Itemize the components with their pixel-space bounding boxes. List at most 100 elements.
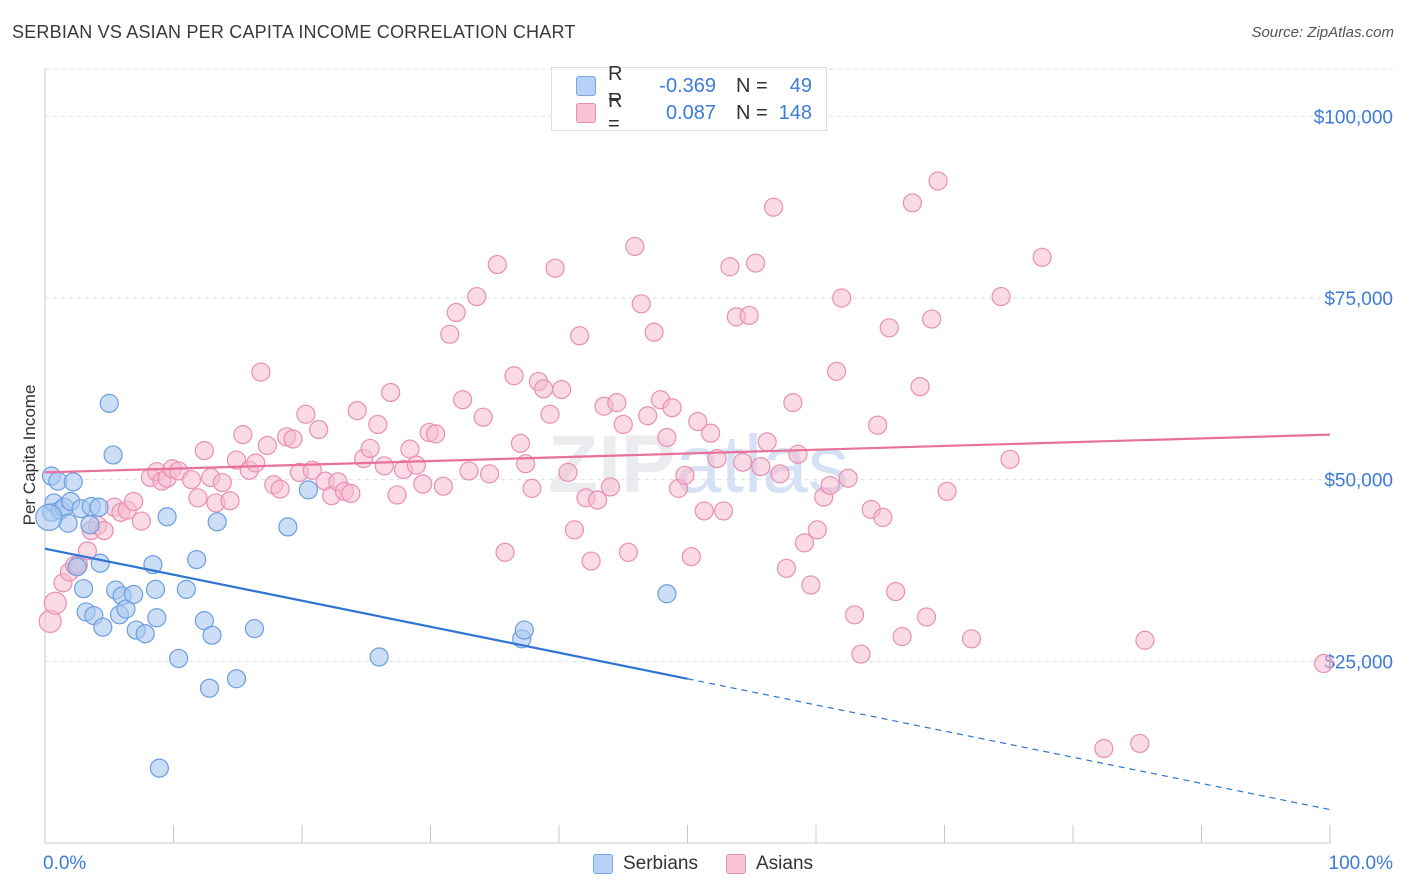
asian-point — [770, 464, 790, 484]
asian-point — [991, 286, 1011, 307]
asian-point — [1094, 738, 1114, 759]
serbian-point — [35, 503, 63, 532]
asian-point — [688, 411, 708, 432]
serbian-point — [226, 669, 247, 689]
asian-point — [1313, 653, 1334, 674]
asian-point — [838, 468, 858, 488]
asian-legend-swatch — [725, 854, 746, 874]
asian-point — [522, 478, 542, 498]
asian-point — [928, 171, 948, 191]
legend-item-serbians[interactable]: Serbians — [592, 853, 698, 875]
serbian-point — [298, 480, 319, 500]
serbian-swatch — [576, 76, 596, 96]
y-tick-label: $25,000 — [1324, 652, 1393, 673]
serbian-point — [103, 445, 123, 465]
asian-point — [188, 488, 208, 508]
asian-point — [131, 511, 151, 531]
asian-point — [879, 318, 899, 338]
serbian-n-value: 49 — [789, 74, 812, 97]
x-tick-label: 0.0% — [43, 853, 86, 874]
serbian-point — [90, 553, 110, 573]
asian-point — [902, 193, 922, 213]
serbian-point — [99, 393, 119, 413]
y-axis-label: Per Capita Income — [20, 385, 39, 526]
serbian-r-value: -0.369 — [659, 74, 716, 97]
asian-point — [607, 393, 627, 413]
y-tick-label: $50,000 — [1324, 471, 1393, 492]
legend-row-asians: R = 0.087 N = 148 — [576, 90, 812, 135]
asian-point — [381, 382, 401, 403]
asian-point — [246, 453, 266, 473]
asian-point — [569, 326, 590, 346]
asian-point — [701, 423, 721, 443]
asian-point — [459, 461, 479, 481]
serbian-point — [176, 579, 196, 599]
asian-point — [283, 429, 303, 449]
asian-point — [844, 605, 865, 625]
r-label: R = — [608, 63, 623, 108]
asian-point — [374, 456, 394, 476]
asian-point — [400, 439, 420, 459]
asian-point — [251, 362, 271, 382]
asian-point — [763, 197, 784, 217]
asian-point — [43, 591, 67, 615]
y-tick-label: $75,000 — [1324, 289, 1393, 310]
series-legend: Serbians Asians — [0, 851, 1406, 877]
asian-point — [558, 462, 578, 482]
asian-point — [212, 472, 232, 493]
asian-point — [886, 581, 906, 602]
asian-point — [851, 644, 871, 664]
serbian-trend-line — [44, 547, 688, 680]
asian-point — [713, 501, 734, 521]
asian-point — [776, 558, 797, 578]
asian-point — [270, 479, 290, 499]
asian-points — [38, 171, 1334, 759]
serbian-point — [145, 579, 166, 599]
serbian-point — [199, 678, 220, 698]
serbian-point — [169, 648, 189, 669]
asian-point — [788, 444, 808, 464]
axis-layer: $25,000 $50,000 $75,000 $100,000 0.0% 100.0% — [43, 68, 1393, 874]
asian-point — [657, 427, 677, 448]
serbian-point — [67, 557, 87, 577]
serbian-point — [147, 608, 167, 628]
serbian-point — [207, 512, 227, 532]
asian-point — [309, 419, 329, 440]
legend-item-asians[interactable]: Asians — [725, 853, 813, 875]
asian-point — [257, 435, 277, 456]
asian-point — [613, 414, 633, 435]
serbian-points — [35, 393, 677, 778]
asian-point — [510, 433, 531, 453]
serbian-point — [157, 507, 177, 527]
asian-point — [551, 379, 572, 400]
asian-point — [467, 286, 487, 307]
legend-label-serbians: Serbians — [622, 853, 698, 874]
asian-point — [625, 236, 645, 257]
asian-point — [820, 475, 840, 496]
serbian-point — [149, 758, 169, 778]
asian-point — [504, 366, 524, 386]
asian-point — [480, 464, 500, 484]
asian-point — [406, 455, 426, 475]
asian-point — [794, 533, 815, 553]
asian-point — [644, 322, 664, 342]
n-label: N = — [736, 101, 768, 124]
asian-point — [757, 432, 777, 452]
asian-point — [360, 438, 380, 459]
asian-n-value: 148 — [778, 101, 812, 124]
r-label: R = — [608, 90, 623, 135]
asian-point — [961, 629, 982, 649]
serbian-trend-extension — [687, 678, 1331, 811]
asian-point — [341, 483, 361, 504]
asian-point — [1032, 247, 1052, 267]
asian-point — [540, 404, 560, 424]
asian-point — [347, 401, 367, 421]
asian-point — [487, 254, 507, 275]
asian-point — [453, 390, 473, 410]
asian-point — [720, 257, 740, 277]
serbian-point — [657, 584, 677, 604]
serbian-point — [244, 619, 265, 639]
asian-point — [826, 361, 847, 381]
asian-point — [916, 607, 937, 627]
serbian-point — [80, 515, 100, 535]
